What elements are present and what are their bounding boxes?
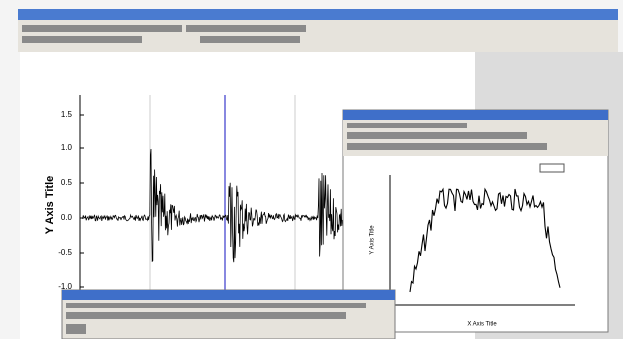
- inset-title-bar: [343, 110, 608, 120]
- y-tick-label: -0.5: [58, 248, 72, 257]
- inset-y-axis-title: Y Axis Title: [370, 225, 376, 255]
- inset-curve: [409, 187, 561, 293]
- y-tick-label: 1.0: [61, 143, 73, 152]
- waveform: [81, 148, 343, 263]
- toolbar-icons: [22, 25, 306, 43]
- y-ticks: 1.5 1.0 0.5 0.0 -0.5 -1.0: [58, 110, 84, 291]
- worksheet-icons: [66, 303, 366, 334]
- y-tick-label: 1.5: [61, 110, 73, 119]
- y-tick-label: 0.0: [61, 213, 73, 222]
- title-bar: [18, 9, 618, 20]
- worksheet-title-bar: [62, 290, 395, 300]
- y-axis-title: Y Axis Title: [44, 176, 56, 235]
- legend-box: [539, 163, 565, 173]
- y-tick-label: -1.0: [58, 282, 72, 291]
- y-tick-label: 0.5: [61, 178, 73, 187]
- inset-icons: [347, 123, 547, 150]
- inset-x-axis-title: X Axis Title: [467, 322, 497, 328]
